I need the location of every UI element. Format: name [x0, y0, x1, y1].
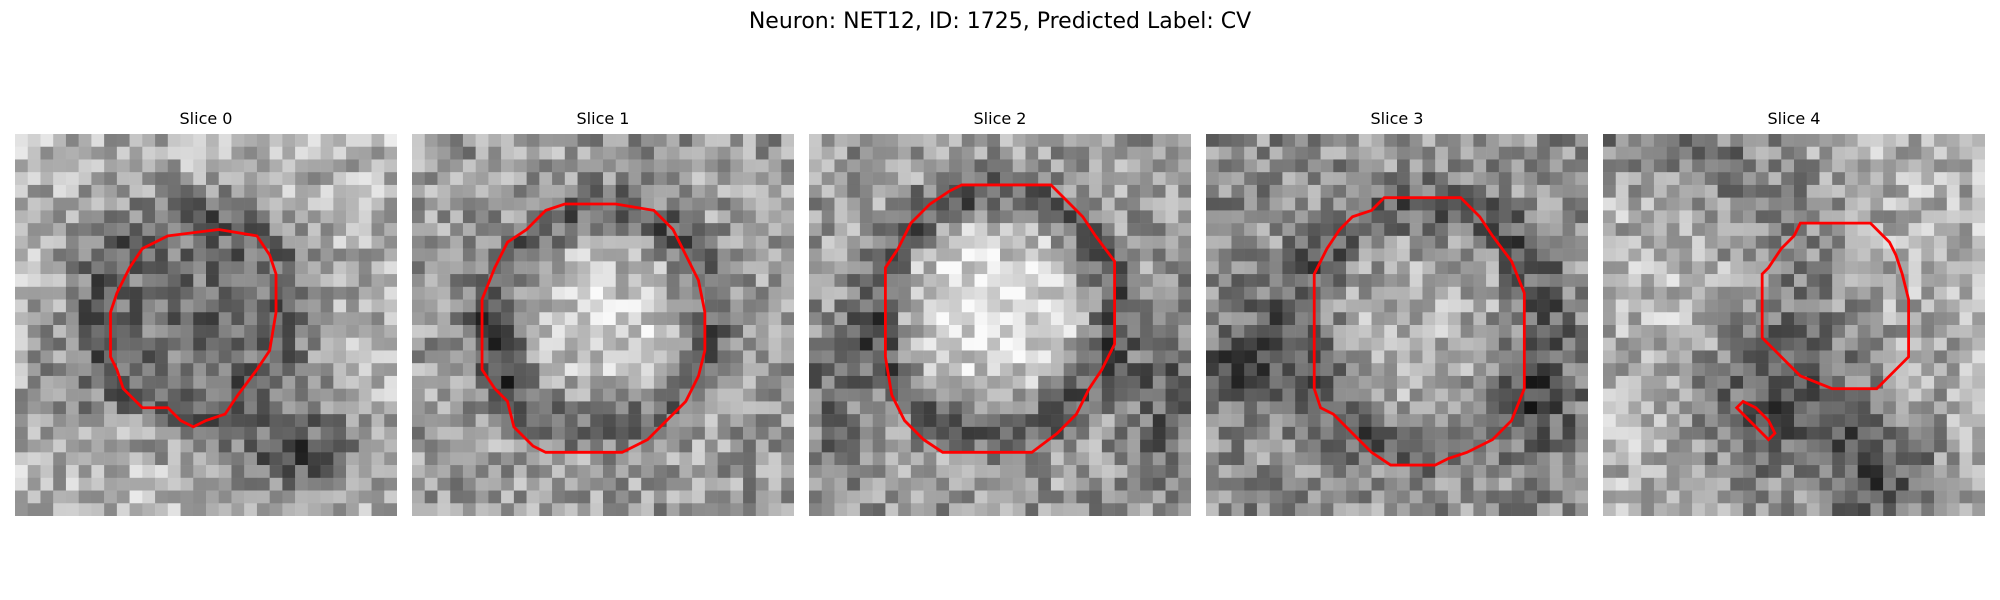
- pixel-grid: [1603, 134, 1985, 516]
- slice-title-3: Slice 3: [1370, 109, 1424, 128]
- slice-image-4: [1603, 134, 1985, 516]
- pixel-grid: [412, 134, 794, 516]
- slice-image-1: [412, 134, 794, 516]
- contour-outline-0: [1760, 221, 1911, 391]
- slice-title-1: Slice 1: [576, 109, 630, 128]
- slice-panel-3: Slice 3: [1206, 108, 1588, 516]
- contour-outline-0: [883, 183, 1117, 454]
- slice-title-2: Slice 2: [973, 109, 1027, 128]
- slice-panel-4: Slice 4: [1603, 108, 1985, 516]
- slice-image-0: [15, 134, 397, 516]
- slice-panel-2: Slice 2: [809, 108, 1191, 516]
- pixel-grid: [1206, 134, 1588, 516]
- slice-image-3: [1206, 134, 1588, 516]
- contour-outline-1: [1734, 399, 1777, 442]
- contour-outline-0: [1312, 196, 1526, 467]
- figure-title: Neuron: NET12, ID: 1725, Predicted Label…: [748, 9, 1252, 34]
- pixel-grid: [809, 134, 1191, 516]
- slice-image-2: [809, 134, 1191, 516]
- pixel-grid: [15, 134, 397, 516]
- slice-panel-1: Slice 1: [412, 108, 794, 516]
- contour-outline-0: [480, 202, 707, 454]
- slice-title-4: Slice 4: [1767, 109, 1821, 128]
- slice-title-0: Slice 0: [179, 109, 233, 128]
- contour-outline-0: [109, 228, 278, 429]
- slice-panel-0: Slice 0: [15, 108, 397, 516]
